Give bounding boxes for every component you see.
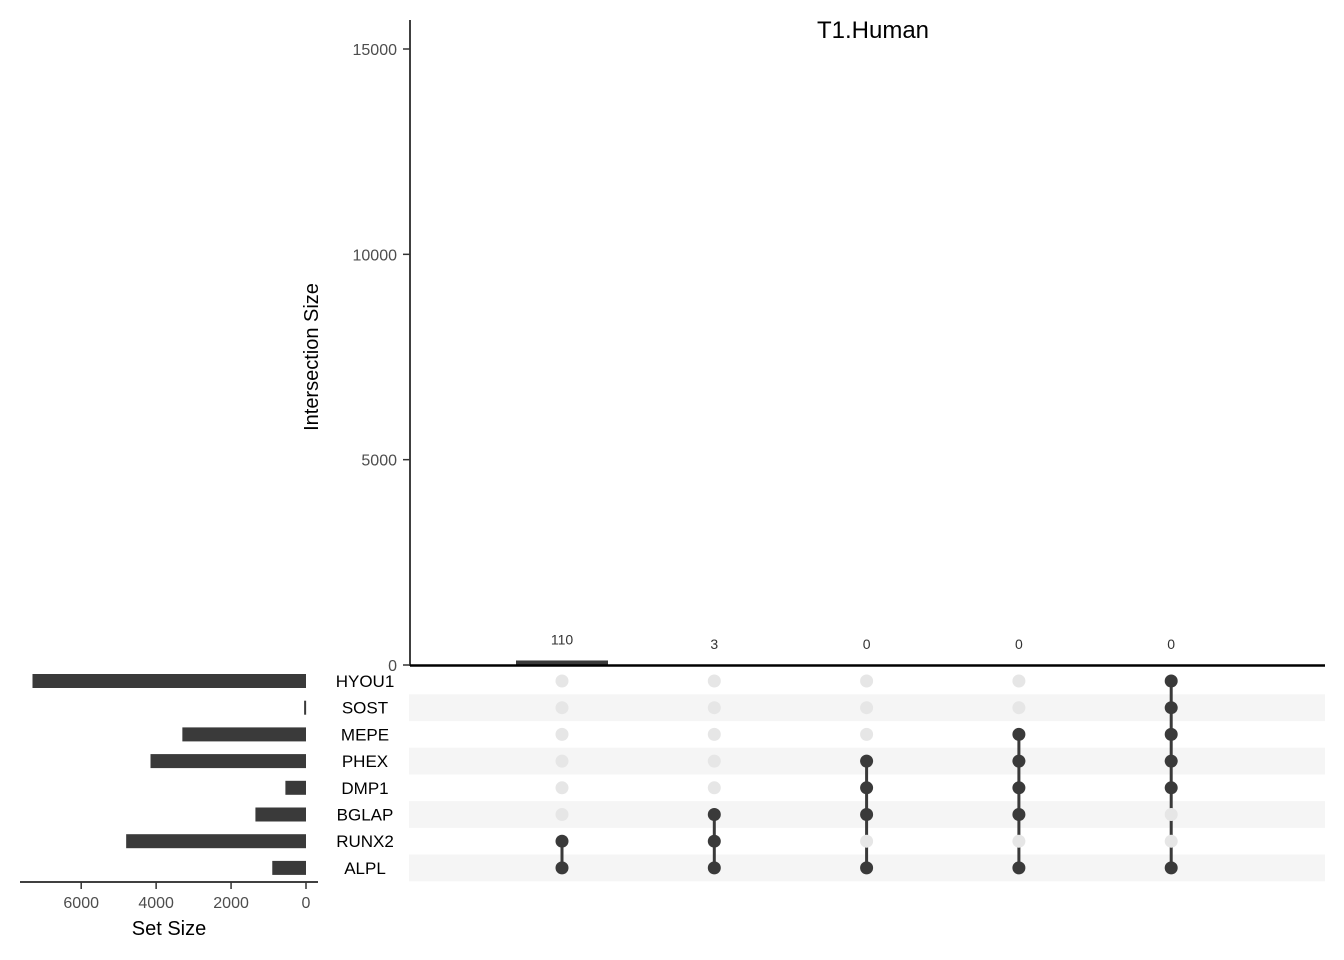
intersection-y-axis-title: Intersection Size <box>301 283 323 431</box>
matrix-dot-inactive <box>860 727 874 741</box>
set-label: SOST <box>342 699 388 718</box>
matrix-dot-active <box>555 861 569 875</box>
matrix-dot-active <box>860 861 874 875</box>
set-size-bars <box>32 674 307 875</box>
matrix-dot-active <box>860 781 874 795</box>
matrix-dot-inactive <box>707 727 721 741</box>
set-size-x-tick-label: 4000 <box>138 895 174 912</box>
set-size-bar <box>255 807 306 822</box>
matrix-dot-active <box>1012 781 1026 795</box>
matrix-dot-active <box>860 754 874 768</box>
set-label: HYOU1 <box>336 672 395 691</box>
matrix-dot-active <box>1012 861 1026 875</box>
matrix-dot-active <box>555 834 569 848</box>
set-size-x-tick-label: 0 <box>302 895 311 912</box>
matrix-dot-inactive <box>555 727 569 741</box>
matrix-dot-inactive <box>860 834 874 848</box>
matrix-dot-inactive <box>860 674 874 688</box>
intersection-y-tick-label: 0 <box>388 658 397 675</box>
matrix-dot-active <box>707 861 721 875</box>
matrix-dot-inactive <box>555 674 569 688</box>
matrix-dot-active <box>1164 861 1178 875</box>
intersection-count-label: 110 <box>551 631 574 647</box>
set-label: DMP1 <box>341 779 388 798</box>
intersection-y-tick-label: 10000 <box>353 247 398 264</box>
set-size-bar <box>272 860 306 875</box>
matrix-dot-inactive <box>1012 674 1026 688</box>
matrix-dot-active <box>1012 727 1026 741</box>
matrix-dot-active <box>1012 808 1026 821</box>
matrix-dot-active <box>1164 727 1178 741</box>
intersection-y-axis: 0 5000 10000 15000 <box>353 20 411 675</box>
intersection-y-tick-label: 5000 <box>361 453 397 470</box>
matrix-dot-inactive <box>555 754 569 768</box>
set-size-bar <box>150 754 306 769</box>
intersection-count-label: 3 <box>710 636 718 652</box>
matrix-dot-inactive <box>860 701 874 715</box>
set-label: PHEX <box>342 752 388 771</box>
set-size-bar <box>182 727 306 742</box>
matrix-dot-inactive <box>1164 808 1178 821</box>
matrix-dot-active <box>1164 674 1178 688</box>
matrix-dot-inactive <box>1012 834 1026 848</box>
set-labels: HYOU1 SOST MEPE PHEX DMP1 BGLAP RUNX2 ALPL <box>336 672 395 878</box>
matrix-dot-inactive <box>707 754 721 768</box>
matrix-dot-inactive <box>1012 701 1026 715</box>
set-size-bar <box>285 780 306 795</box>
intersection-bars: 110 3 0 0 0 <box>516 631 1175 665</box>
intersection-bar <box>516 660 608 665</box>
intersection-y-tick-label: 15000 <box>353 42 398 59</box>
set-size-bar <box>126 834 306 849</box>
set-label: ALPL <box>344 859 386 878</box>
matrix-dot-active <box>1164 781 1178 795</box>
set-size-x-axis: 6000 4000 2000 0 <box>20 881 318 912</box>
matrix-dot-inactive <box>707 701 721 715</box>
set-size-x-tick-label: 6000 <box>63 895 99 912</box>
matrix-dot-inactive <box>707 781 721 795</box>
set-label: RUNX2 <box>336 832 394 851</box>
set-size-axis-title: Set Size <box>132 918 206 940</box>
intersection-matrix <box>555 674 1178 875</box>
matrix-dot-active <box>707 808 721 821</box>
matrix-dot-inactive <box>707 674 721 688</box>
matrix-dot-active <box>1012 754 1026 768</box>
set-size-x-tick-label: 2000 <box>213 895 249 912</box>
chart-title: T1.Human <box>817 17 929 44</box>
intersection-count-label: 0 <box>1167 636 1175 652</box>
matrix-dot-active <box>860 808 874 821</box>
set-label: MEPE <box>341 725 389 744</box>
matrix-dot-inactive <box>1164 834 1178 848</box>
matrix-dot-inactive <box>555 808 569 821</box>
set-label: BGLAP <box>337 806 394 825</box>
matrix-dot-inactive <box>555 701 569 715</box>
intersection-count-label: 0 <box>1015 636 1023 652</box>
matrix-dot-inactive <box>555 781 569 795</box>
intersection-count-label: 0 <box>863 636 871 652</box>
set-size-bar <box>304 700 307 715</box>
matrix-dot-active <box>1164 701 1178 715</box>
matrix-dot-active <box>1164 754 1178 768</box>
set-size-bar <box>32 674 306 688</box>
matrix-dot-active <box>707 834 721 848</box>
